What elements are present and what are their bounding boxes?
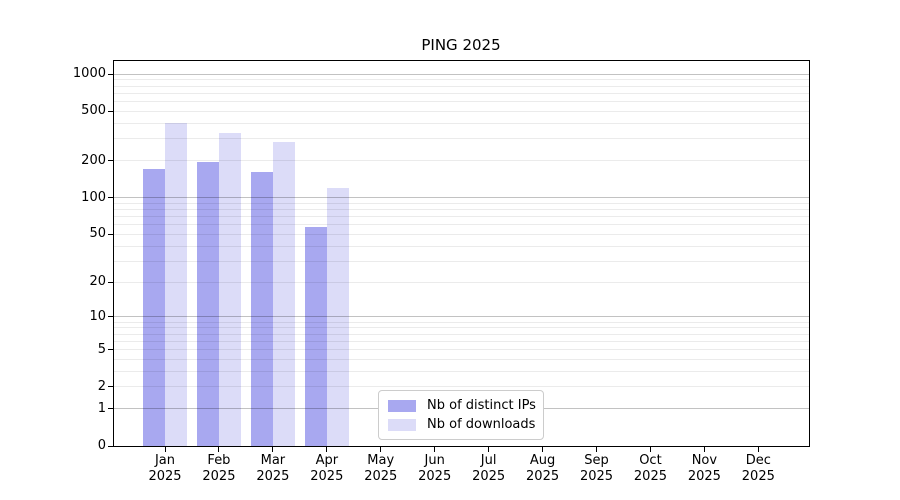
x-tick-may-2025 xyxy=(380,447,382,452)
minor-gridline-y-200 xyxy=(114,160,809,162)
chart-title: PING 2025 xyxy=(421,36,501,54)
y-tick-0 xyxy=(108,445,113,447)
minor-gridline-y-8 xyxy=(114,327,809,329)
x-tick-label-oct-2025: Oct 2025 xyxy=(633,453,667,484)
bar-nb-of-distinct-ips-apr-2025 xyxy=(304,226,327,446)
bar-nb-of-distinct-ips-mar-2025 xyxy=(250,171,273,446)
minor-gridline-y-50 xyxy=(114,233,809,235)
y-tick-50 xyxy=(108,233,113,235)
y-tick-200 xyxy=(108,160,113,162)
y-tick-1000 xyxy=(108,73,113,75)
x-tick-label-jul-2025: Jul 2025 xyxy=(472,453,506,484)
bar-nb-of-downloads-jan-2025 xyxy=(165,123,187,446)
legend-item-distinct-ips: Nb of distinct IPs xyxy=(388,397,536,414)
x-tick-jun-2025 xyxy=(434,447,436,452)
y-tick-label-100: 100 xyxy=(81,189,106,205)
bar-nb-of-distinct-ips-jan-2025 xyxy=(143,169,165,446)
minor-gridline-y-3 xyxy=(114,370,809,372)
minor-gridline-y-80 xyxy=(114,208,809,210)
x-tick-label-jan-2025: Jan 2025 xyxy=(148,453,182,484)
minor-gridline-y-400 xyxy=(114,122,809,124)
x-tick-label-sep-2025: Sep 2025 xyxy=(579,453,614,484)
x-tick-label-feb-2025: Feb 2025 xyxy=(202,453,236,484)
minor-gridline-y-70 xyxy=(114,216,809,218)
gridline-y-100 xyxy=(114,197,809,199)
y-tick-20 xyxy=(108,281,113,283)
minor-gridline-y-600 xyxy=(114,101,809,103)
y-tick-label-0: 0 xyxy=(97,438,106,453)
minor-gridline-y-300 xyxy=(114,138,809,140)
x-tick-label-aug-2025: Aug 2025 xyxy=(526,453,560,484)
y-tick-10 xyxy=(108,316,113,318)
gridline-y-1000 xyxy=(114,73,809,75)
minor-gridline-y-9 xyxy=(114,321,809,323)
legend-label: Nb of downloads xyxy=(427,417,536,432)
y-tick-label-2: 2 xyxy=(97,378,106,394)
minor-gridline-y-2 xyxy=(114,386,809,388)
x-tick-dec-2025 xyxy=(757,447,759,452)
x-tick-oct-2025 xyxy=(649,447,651,452)
y-tick-500 xyxy=(108,110,113,112)
legend: Nb of distinct IPs Nb of downloads xyxy=(378,390,544,440)
plot-area xyxy=(113,60,810,447)
x-tick-label-nov-2025: Nov 2025 xyxy=(687,453,721,484)
distinct-ips-swatch xyxy=(388,399,416,412)
bar-nb-of-downloads-feb-2025 xyxy=(218,132,241,446)
x-tick-label-jun-2025: Jun 2025 xyxy=(418,453,452,484)
bar-nb-of-downloads-mar-2025 xyxy=(272,141,295,446)
minor-gridline-y-800 xyxy=(114,85,809,87)
x-tick-jul-2025 xyxy=(488,447,490,452)
x-tick-apr-2025 xyxy=(326,447,328,452)
x-tick-nov-2025 xyxy=(703,447,705,452)
minor-gridline-y-5 xyxy=(114,349,809,351)
minor-gridline-y-7 xyxy=(114,333,809,335)
minor-gridline-y-90 xyxy=(114,202,809,204)
y-tick-label-1000: 1000 xyxy=(72,66,106,82)
y-tick-label-50: 50 xyxy=(89,226,106,242)
minor-gridline-y-60 xyxy=(114,224,809,226)
downloads-swatch xyxy=(388,418,416,431)
minor-gridline-y-40 xyxy=(114,245,809,247)
minor-gridline-y-20 xyxy=(114,281,809,283)
minor-gridline-y-900 xyxy=(114,79,809,81)
y-tick-label-5: 5 xyxy=(97,341,106,357)
minor-gridline-y-4 xyxy=(114,358,809,360)
x-tick-label-apr-2025: Apr 2025 xyxy=(310,453,344,484)
y-tick-100 xyxy=(108,197,113,199)
y-tick-label-1: 1 xyxy=(97,400,106,416)
bar-nb-of-distinct-ips-feb-2025 xyxy=(196,161,219,446)
y-tick-label-10: 10 xyxy=(89,308,106,324)
y-tick-1 xyxy=(108,408,113,410)
y-tick-label-500: 500 xyxy=(81,103,106,119)
y-tick-2 xyxy=(108,386,113,388)
minor-gridline-y-700 xyxy=(114,92,809,94)
y-tick-label-200: 200 xyxy=(81,152,106,168)
x-tick-aug-2025 xyxy=(542,447,544,452)
x-tick-label-mar-2025: Mar 2025 xyxy=(256,453,290,484)
x-tick-feb-2025 xyxy=(218,447,220,452)
x-tick-sep-2025 xyxy=(596,447,598,452)
x-tick-jan-2025 xyxy=(164,447,166,452)
legend-item-downloads: Nb of downloads xyxy=(388,416,536,433)
minor-gridline-y-6 xyxy=(114,340,809,342)
x-tick-mar-2025 xyxy=(272,447,274,452)
gridline-y-10 xyxy=(114,316,809,318)
minor-gridline-y-500 xyxy=(114,110,809,112)
legend-label: Nb of distinct IPs xyxy=(427,398,536,413)
y-tick-5 xyxy=(108,349,113,351)
y-tick-label-20: 20 xyxy=(89,274,106,290)
minor-gridline-y-30 xyxy=(114,260,809,262)
x-tick-label-dec-2025: Dec 2025 xyxy=(741,453,775,484)
bar-nb-of-downloads-apr-2025 xyxy=(326,188,349,446)
x-tick-label-may-2025: May 2025 xyxy=(364,453,398,484)
